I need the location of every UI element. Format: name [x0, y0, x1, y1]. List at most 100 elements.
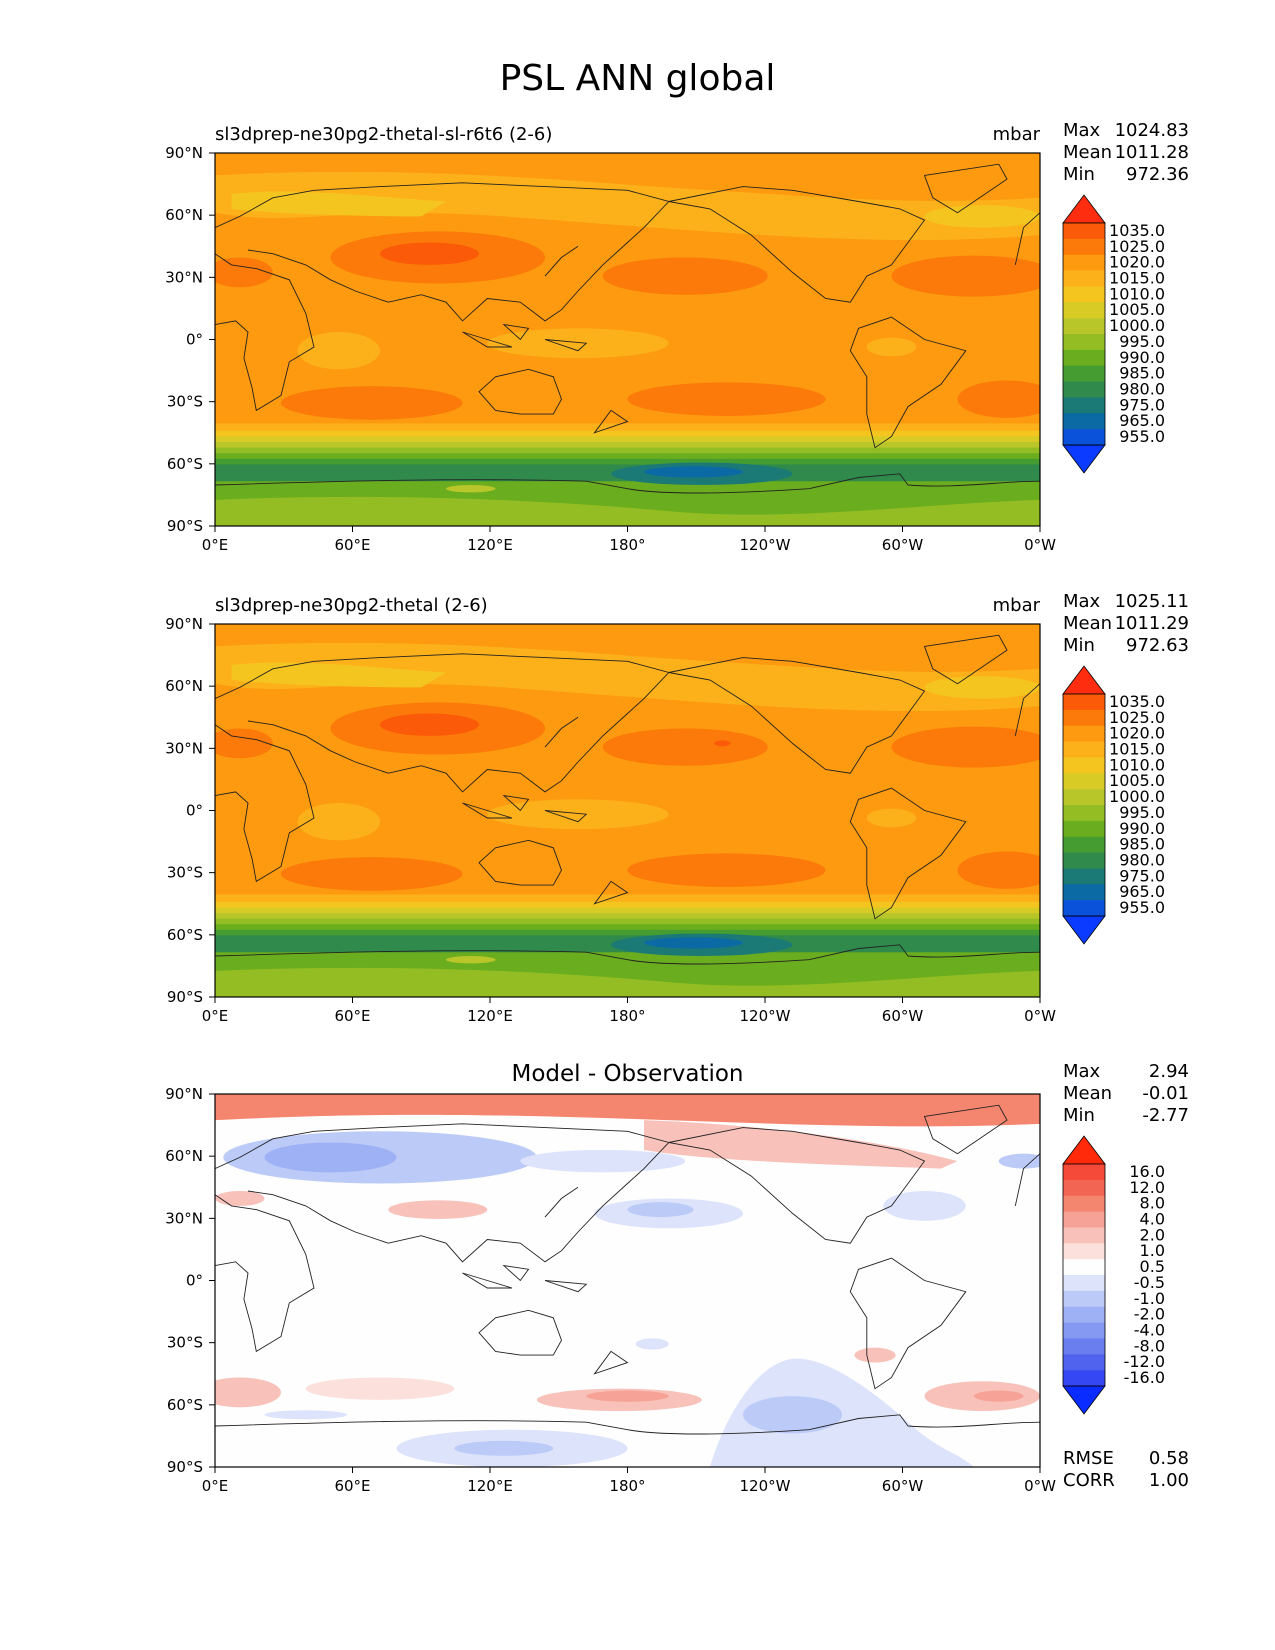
colorbar-swatch: [1063, 694, 1105, 711]
field-contour: [635, 1338, 669, 1350]
coastline: [502, 323, 530, 341]
coastline: [544, 716, 579, 748]
coastline: [1014, 683, 1040, 736]
panel-subtitle: sl3dprep-ne30pg2-thetal-sl-r6t6 (2-6): [215, 124, 552, 145]
colorbar-tick-label: 1005.0: [1109, 771, 1165, 790]
colorbar-extend-min: [1062, 1385, 1106, 1415]
colorbar-swatch: [1063, 773, 1105, 790]
colorbar-swatch: [1063, 254, 1105, 271]
colorbar-swatch: [1063, 1179, 1105, 1197]
field-contour: [297, 332, 380, 370]
colorbar-tick-label: 2.0: [1140, 1225, 1165, 1244]
field-contour: [305, 1377, 455, 1400]
y-tick-label: 30°N: [165, 268, 203, 286]
coastline: [849, 316, 967, 449]
colorbar-swatch: [1063, 397, 1105, 414]
y-tick-label: 0°: [186, 802, 203, 820]
y-tick-label: 90°N: [165, 1085, 203, 1103]
field-contour: [215, 257, 273, 288]
field-contour: [924, 676, 1040, 699]
colorbar-swatch: [1063, 1243, 1105, 1260]
stat-value: 1025.11: [1115, 591, 1189, 612]
field-contour: [627, 382, 826, 416]
x-tick-label: 180°: [609, 1477, 645, 1495]
y-tick-label: 60°S: [167, 455, 203, 473]
colorbar-tick-label: 1020.0: [1109, 724, 1165, 743]
y-tick-label: 30°N: [165, 1209, 203, 1227]
coastline: [502, 794, 530, 812]
x-tick-label: 120°E: [467, 536, 513, 554]
colorbar-swatch: [1063, 318, 1105, 335]
colorbar-swatch: [1063, 1227, 1105, 1244]
x-tick-label: 120°W: [740, 1007, 791, 1025]
colorbar-tick-label: -16.0: [1124, 1368, 1165, 1387]
colorbar-swatch: [1063, 1164, 1105, 1181]
x-tick-label: 120°E: [467, 1007, 513, 1025]
stats-block: Max 2.94 Mean -0.01 Min -2.77 RMSE 0.58 CORR 1.00: [1063, 1061, 1189, 1491]
field-contour: [215, 496, 1040, 526]
colorbar-tick-label: 1015.0: [1109, 269, 1165, 288]
x-tick-label: 180°: [609, 1007, 645, 1025]
field-contour: [854, 1347, 896, 1363]
field-contour: [714, 740, 731, 747]
stat-value: 0.58: [1149, 1448, 1189, 1469]
coastline: [923, 163, 1008, 214]
x-tick-label: 60°W: [882, 536, 924, 554]
stat-label: CORR: [1063, 1470, 1115, 1491]
coastline: [215, 724, 315, 883]
field-contour: [644, 1120, 958, 1169]
colorbar-tick-label: 1000.0: [1109, 316, 1165, 335]
field-contour: [487, 799, 669, 830]
y-tick-label: 0°: [186, 331, 203, 349]
y-tick-label: 30°N: [165, 739, 203, 757]
colorbar-tick-label: 985.0: [1119, 835, 1165, 854]
y-tick-label: 60°N: [165, 206, 203, 224]
colorbar-swatch: [1063, 820, 1105, 838]
colorbar-swatch: [1063, 789, 1105, 806]
field-contour: [281, 857, 463, 891]
map-panel-1: 90°N 60°N 30°N 0° 30°S 60°S 90°S0°E 60°E 120°E 18…: [165, 120, 1189, 554]
coastline: [593, 880, 629, 905]
x-tick-label: 0°E: [202, 1477, 229, 1495]
colorbar-swatch: [1063, 836, 1105, 853]
field-contour: [998, 1153, 1040, 1169]
field-contour: [215, 967, 1040, 997]
field-contour: [520, 1149, 686, 1173]
colorbar-tick-label: -2.0: [1134, 1305, 1165, 1324]
colorbar-tick-label: 955.0: [1119, 427, 1165, 446]
x-tick-label: 0°E: [202, 536, 229, 554]
colorbar-swatch: [1063, 1322, 1105, 1339]
field-contour: [710, 1358, 974, 1467]
colorbar-swatch: [1063, 1306, 1105, 1323]
field-contour: [627, 1202, 694, 1218]
colorbar-swatch: [1063, 868, 1105, 885]
y-tick-label: 90°N: [165, 144, 203, 162]
colorbar-tick-label: 1010.0: [1109, 755, 1165, 774]
colorbar-swatch: [1063, 884, 1105, 901]
colorbar-tick-label: 975.0: [1119, 866, 1165, 885]
x-tick-label: 120°E: [467, 1477, 513, 1495]
colorbar: 16.012.08.04.02.01.00.5-0.5-1.0-2.0-4.0-…: [1062, 1135, 1165, 1415]
colorbar-swatch: [1063, 1290, 1105, 1308]
field-contour: [743, 1396, 842, 1434]
colorbar-tick-label: 975.0: [1119, 395, 1165, 414]
field-contour: [215, 642, 1040, 712]
stat-value: -2.77: [1142, 1105, 1189, 1126]
colorbar-frame: [1062, 1163, 1106, 1387]
coastline: [215, 1414, 1040, 1435]
coastline: [462, 802, 513, 819]
field-contour: [602, 728, 768, 766]
colorbar-swatch: [1063, 852, 1105, 869]
x-tick-label: 120°W: [740, 536, 791, 554]
x-tick-label: 120°W: [740, 1477, 791, 1495]
colorbar-tick-label: -4.0: [1134, 1321, 1165, 1340]
field-contour: [866, 337, 917, 357]
field-contour: [264, 1410, 347, 1420]
coastline: [1014, 212, 1040, 265]
x-tick-label: 60°E: [334, 536, 370, 554]
coastline: [593, 1350, 629, 1375]
coastline: [849, 1257, 967, 1390]
field-contour: [883, 1190, 966, 1221]
colorbar-tick-label: 990.0: [1119, 348, 1165, 367]
